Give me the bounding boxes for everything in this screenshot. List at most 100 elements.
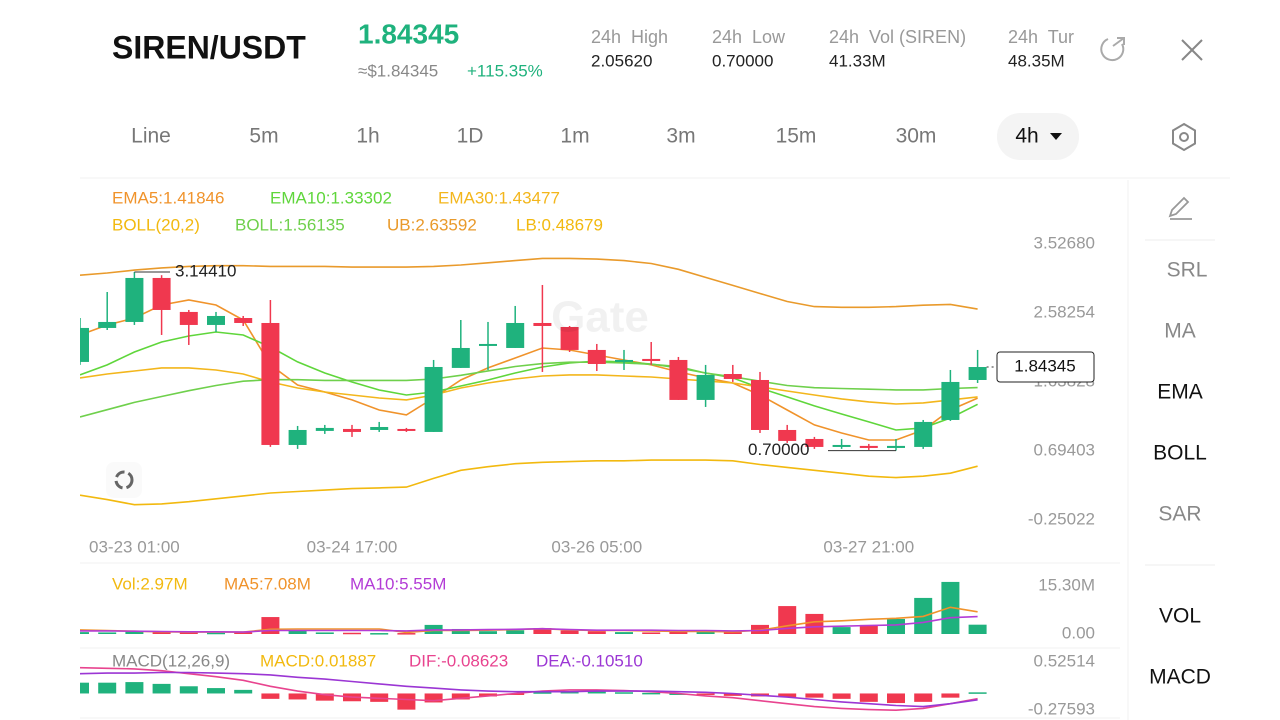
stat-value: 2.05620 <box>591 51 652 70</box>
tab-caret <box>1050 133 1062 140</box>
indicator-toggle[interactable]: EMA <box>1157 381 1203 404</box>
watermark-logo <box>106 462 142 498</box>
indicator-toggle[interactable]: BOLL <box>1153 442 1207 465</box>
legend-entry: DIF:-0.08623 <box>409 651 508 670</box>
histogram-bar <box>859 693 878 702</box>
indicator-toggle[interactable]: VOL <box>1159 605 1201 628</box>
pencil <box>1168 196 1190 218</box>
watermark: Gate <box>551 293 649 342</box>
timeframe-tab[interactable]: 3m <box>666 125 695 148</box>
candle-body <box>805 438 824 447</box>
timeframe-tab[interactable]: 30m <box>896 125 937 148</box>
histogram-bar <box>832 627 851 634</box>
indicator-toggle[interactable]: MACD <box>1149 666 1211 689</box>
legend-entry: LB:0.48679 <box>516 215 603 234</box>
histogram-bar <box>615 692 633 694</box>
candle-body <box>642 358 661 361</box>
indicator-toggle[interactable]: SAR <box>1158 503 1201 526</box>
histogram-bar <box>315 693 334 701</box>
timeframe-tab[interactable]: Line <box>131 125 171 148</box>
histogram-bar <box>914 693 933 702</box>
histogram-bar <box>587 691 606 694</box>
histogram-bar <box>343 632 361 635</box>
candle-body <box>343 428 361 432</box>
candle-body <box>179 311 198 325</box>
indicator-line <box>80 671 978 708</box>
candle-body <box>397 428 416 431</box>
histogram-bar <box>234 689 253 694</box>
indicator-toggle[interactable]: SRL <box>1167 259 1208 282</box>
histogram-bar <box>587 631 606 634</box>
refresh-arc <box>1100 38 1125 62</box>
last-price-tag: 1.84345 <box>1014 357 1075 376</box>
candle-body <box>98 321 117 328</box>
legend-entry: EMA5:1.41846 <box>112 188 224 207</box>
histogram-bar <box>451 628 470 634</box>
y-tick-label: -0.25022 <box>1028 510 1095 529</box>
histogram-bar <box>615 632 633 634</box>
low-label: 0.70000 <box>748 440 809 459</box>
histogram-bar <box>723 693 742 696</box>
histogram-bar <box>315 632 334 634</box>
histogram-bar <box>125 631 144 634</box>
histogram-bar <box>805 613 824 634</box>
candle-body <box>778 429 797 441</box>
legend-label: BOLL(20,2) <box>112 215 200 234</box>
timeframe-tab[interactable]: 1h <box>356 125 379 148</box>
histogram-bar <box>397 693 416 710</box>
timeframe-tab[interactable]: 4h <box>1015 125 1038 148</box>
histogram-bar <box>669 631 688 634</box>
candle-body <box>696 374 715 400</box>
candle-body <box>669 359 688 400</box>
candle-body <box>587 349 606 364</box>
histogram-bar <box>152 683 171 694</box>
refresh-icon[interactable] <box>1100 37 1125 62</box>
candle-body <box>887 445 905 448</box>
candle-body <box>832 444 851 447</box>
legend-entry: UB:2.63592 <box>387 215 477 234</box>
draw-icon[interactable] <box>1168 196 1192 220</box>
histogram-bar <box>560 630 579 634</box>
histogram-bar <box>533 628 552 634</box>
candle-body <box>751 379 769 430</box>
indicator-toggle[interactable]: MA <box>1164 320 1196 343</box>
settings-icon[interactable] <box>1172 122 1196 152</box>
candle-body <box>615 359 633 362</box>
candle-body <box>125 277 144 322</box>
candle-body <box>152 277 171 310</box>
legend-entry: DEA:-0.10510 <box>536 651 643 670</box>
histogram-bar <box>642 692 661 695</box>
high-label: 3.14410 <box>175 261 236 280</box>
legend-entry: BOLL:1.56135 <box>235 215 345 234</box>
histogram-bar <box>288 693 307 700</box>
candle-body <box>560 327 579 350</box>
histogram-bar <box>479 631 497 634</box>
histogram-bar <box>288 630 307 634</box>
legend-entry: Vol:2.97M <box>112 574 188 593</box>
timeframe-tab[interactable]: 15m <box>776 125 817 148</box>
histogram-bar <box>98 682 117 694</box>
histogram-bar <box>859 624 878 634</box>
histogram-bar <box>261 693 280 699</box>
histogram-bar <box>207 632 225 635</box>
y-tick-label: 0.00 <box>1062 623 1095 642</box>
histogram-bar <box>968 692 987 694</box>
histogram-bar <box>968 624 987 634</box>
candle-body <box>261 322 280 445</box>
histogram-bar <box>778 693 797 698</box>
candle-body <box>479 343 497 346</box>
histogram-bar <box>80 632 89 634</box>
y-tick-label: 0.69403 <box>1034 441 1095 460</box>
candle-body <box>968 367 987 380</box>
stat-label: 24h Vol (SIREN) <box>829 27 966 47</box>
stat-label: 24h Tur <box>1008 27 1074 47</box>
timeframe-tab[interactable]: 1m <box>560 125 589 148</box>
timeframe-tab[interactable]: 5m <box>249 125 278 148</box>
stat-value: 48.35M <box>1008 51 1065 70</box>
histogram-bar <box>533 692 552 694</box>
timeframe-tab[interactable]: 1D <box>457 125 484 148</box>
histogram-bar <box>832 693 851 699</box>
close-icon[interactable] <box>1181 39 1203 61</box>
